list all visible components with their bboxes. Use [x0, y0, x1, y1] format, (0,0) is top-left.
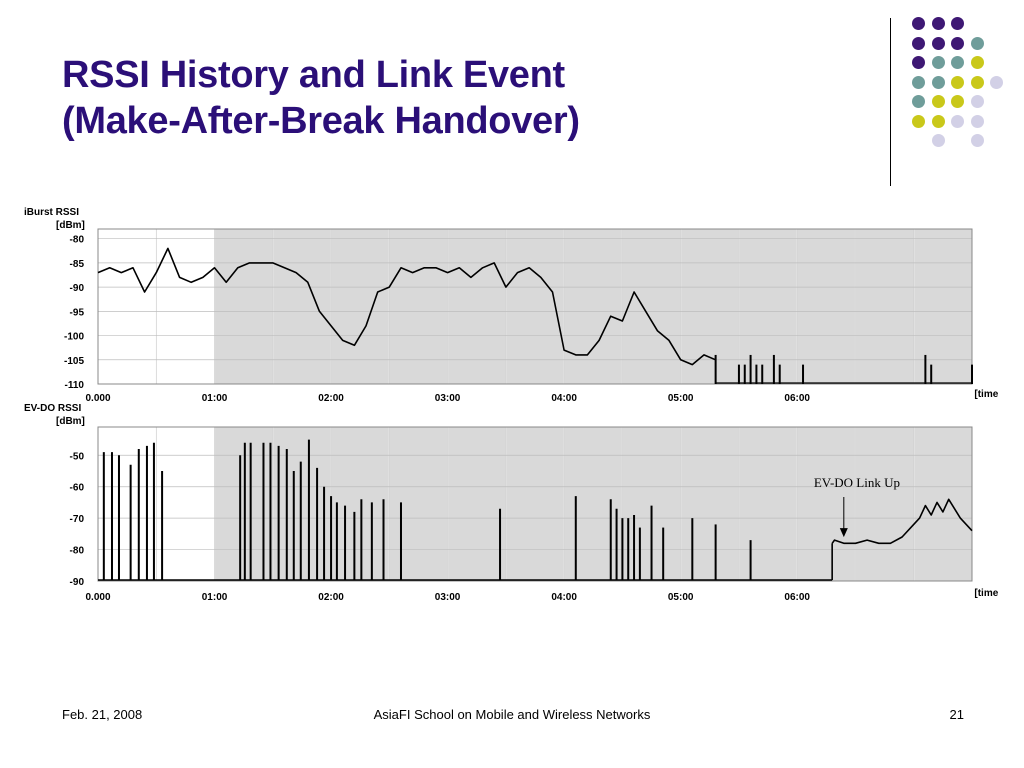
slide-title-line2: (Make-After-Break Handover): [62, 100, 580, 142]
x-tick-label: 02:00: [318, 592, 344, 603]
decor-dot: [951, 95, 964, 108]
decor-dot: [931, 36, 945, 50]
decor-dot: [931, 75, 945, 89]
decor-dot: [912, 56, 925, 69]
decor-dot: [931, 114, 945, 128]
y-tick-label: -80: [70, 235, 85, 246]
rssi-charts: -80 -85 -90 -95 -100 -105 -110 0.000 01:00 02:00 0…: [18, 200, 1002, 615]
decor-dot: [912, 114, 925, 128]
decor-dot: [912, 95, 925, 108]
decor-dot: [970, 56, 984, 69]
y-axis-title: iBurst RSSI: [24, 207, 79, 218]
series-evdo-rssi: [831, 498, 973, 545]
x-axis-label: [time]: [974, 389, 998, 400]
x-tick-label: 04:00: [551, 592, 577, 603]
x-tick-label: 06:00: [784, 592, 810, 603]
footer-date: Feb. 21, 2008: [62, 707, 143, 722]
decor-dot: [912, 36, 925, 50]
decor-dot: [951, 36, 964, 50]
y-axis-unit: [dBm]: [56, 416, 85, 427]
decor-dot: [931, 17, 945, 30]
series-iburst-rssi: [97, 247, 716, 366]
footer-event: AsiaFI School on Mobile and Wireless Net…: [373, 707, 651, 722]
decor-dot: [951, 75, 964, 89]
plot-gray-region: [214, 427, 973, 581]
y-tick-label: -85: [70, 259, 85, 270]
title-divider: [890, 18, 891, 186]
link-up-arrow-head: [839, 528, 848, 538]
plot-border: [97, 426, 973, 582]
x-tick-label: 0.000: [85, 393, 110, 404]
slide-title-line1: RSSI History and Link Event: [62, 54, 565, 96]
footer-page-number: 21: [949, 707, 964, 722]
x-tick-label: 01:00: [202, 393, 228, 404]
x-tick-label: 01:00: [202, 592, 228, 603]
y-tick-label: -100: [64, 332, 84, 343]
x-tick-label: 03:00: [435, 592, 461, 603]
decor-dot: [970, 114, 984, 128]
x-tick-label: 04:00: [551, 393, 577, 404]
decor-dot: [931, 95, 945, 108]
x-tick-label: 02:00: [318, 393, 344, 404]
y-tick-label: -90: [70, 577, 85, 588]
x-tick-label: 03:00: [435, 393, 461, 404]
y-tick-label: -110: [65, 380, 85, 391]
x-axis-label: [time]: [974, 588, 998, 599]
decor-dot: [970, 75, 984, 89]
y-tick-label: -95: [70, 307, 85, 318]
y-tick-label: -70: [70, 514, 85, 525]
x-tick-label: 05:00: [668, 393, 694, 404]
decor-dot: [931, 56, 945, 69]
decorative-dot-grid: [904, 10, 1014, 170]
decor-dot: [970, 134, 984, 147]
y-tick-label: -50: [70, 451, 85, 462]
plot-gray-region: [214, 229, 973, 384]
x-tick-label: 06:00: [784, 393, 810, 404]
decor-dot: [912, 75, 925, 89]
y-tick-label: -90: [70, 283, 85, 294]
y-axis-title: EV-DO RSSI: [24, 403, 81, 414]
decor-dot: [990, 75, 1003, 89]
y-axis-unit: [dBm]: [56, 220, 85, 231]
slide-title: RSSI History and Link Event (Make-After-…: [62, 52, 580, 144]
decor-dot: [912, 17, 925, 30]
decor-dot: [951, 56, 964, 69]
y-tick-label: -105: [64, 356, 84, 367]
y-tick-label: -60: [70, 483, 85, 494]
decor-dot: [931, 134, 945, 147]
decor-dot: [970, 36, 984, 50]
x-tick-label: 05:00: [668, 592, 694, 603]
link-up-annotation: EV-DO Link Up: [814, 475, 900, 490]
plot-border: [97, 228, 973, 385]
decor-dot: [951, 17, 964, 30]
decor-dot: [951, 114, 964, 128]
x-tick-label: 0.000: [85, 592, 110, 603]
y-tick-label: -80: [70, 546, 85, 557]
decor-dot: [970, 95, 984, 108]
